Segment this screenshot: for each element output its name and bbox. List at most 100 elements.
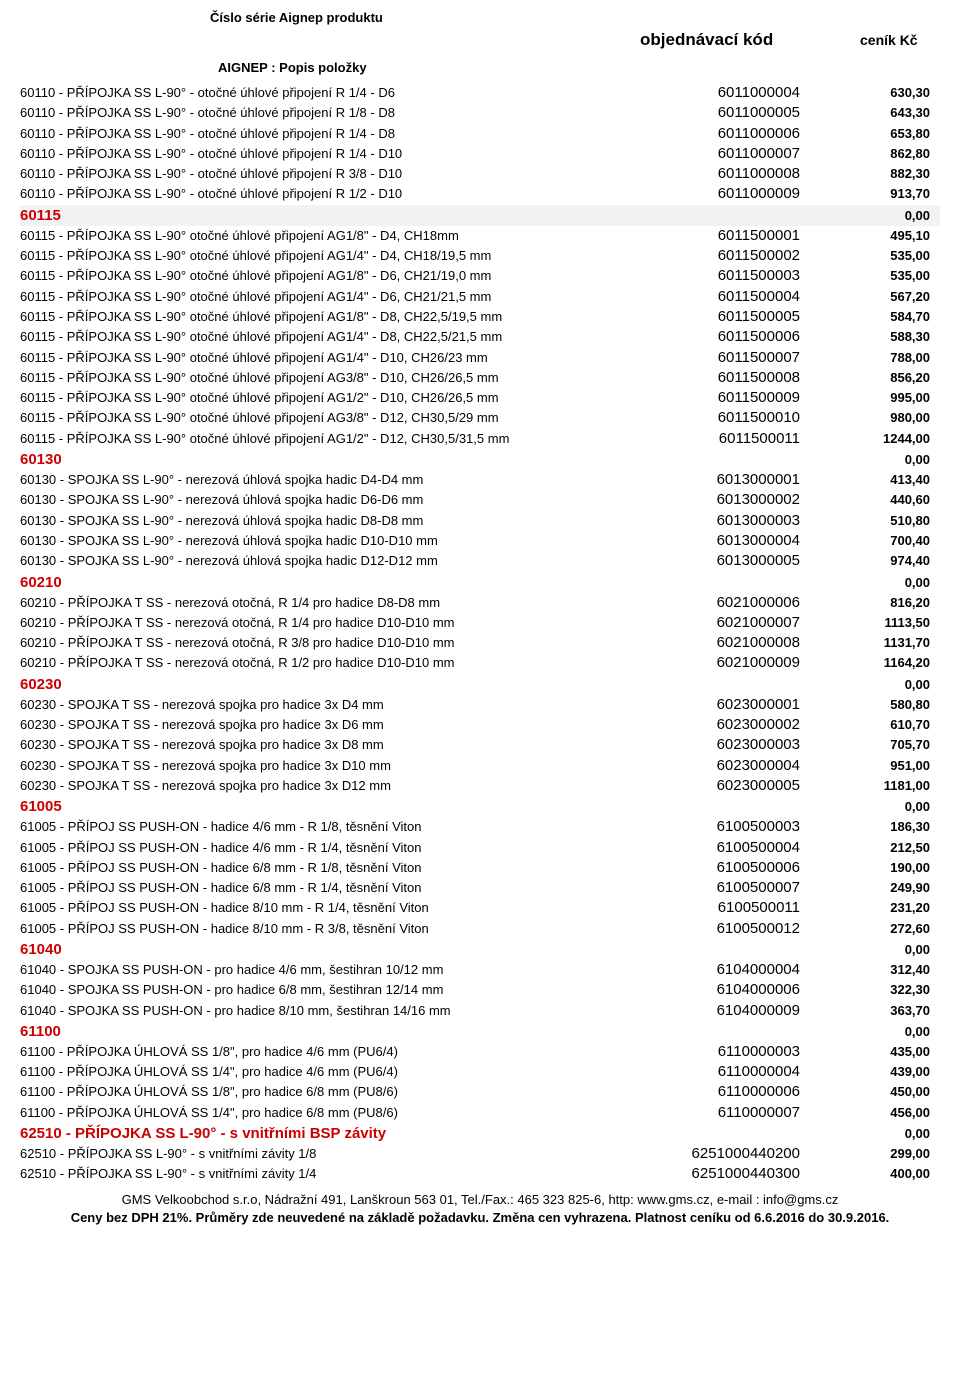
product-row: 60115 - PŘÍPOJKA SS L-90° otočné úhlové … xyxy=(20,429,940,449)
product-code: 6013000003 xyxy=(610,511,800,531)
product-row: 61005 - PŘÍPOJ SS PUSH-ON - hadice 8/10 … xyxy=(20,898,940,918)
product-row: 60115 - PŘÍPOJKA SS L-90° otočné úhlové … xyxy=(20,388,940,408)
product-row: 60115 - PŘÍPOJKA SS L-90° otočné úhlové … xyxy=(20,368,940,388)
product-code: 6011500007 xyxy=(610,348,800,368)
section-price: 0,00 xyxy=(820,796,930,817)
product-code: 6100500004 xyxy=(610,838,800,858)
product-row: 61100 - PŘÍPOJKA ÚHLOVÁ SS 1/4", pro had… xyxy=(20,1062,940,1082)
product-description: 61040 - SPOJKA SS PUSH-ON - pro hadice 4… xyxy=(20,960,443,980)
product-code: 6104000006 xyxy=(610,980,800,1000)
product-code: 6011000005 xyxy=(610,103,800,123)
product-price: 231,20 xyxy=(820,898,930,918)
product-description: 61040 - SPOJKA SS PUSH-ON - pro hadice 8… xyxy=(20,1001,451,1021)
product-description: 60130 - SPOJKA SS L-90° - nerezová úhlov… xyxy=(20,511,423,531)
product-code: 6251000440200 xyxy=(610,1144,800,1164)
product-description: 60115 - PŘÍPOJKA SS L-90° otočné úhlové … xyxy=(20,307,502,327)
product-code: 6011500006 xyxy=(610,327,800,347)
product-code: 6104000009 xyxy=(610,1001,800,1021)
product-code: 6023000001 xyxy=(610,695,800,715)
product-row: 61040 - SPOJKA SS PUSH-ON - pro hadice 6… xyxy=(20,980,940,1000)
product-code: 6013000005 xyxy=(610,551,800,571)
product-price: 212,50 xyxy=(820,838,930,858)
product-description: 61005 - PŘÍPOJ SS PUSH-ON - hadice 6/8 m… xyxy=(20,858,421,878)
product-description: 61100 - PŘÍPOJKA ÚHLOVÁ SS 1/4", pro had… xyxy=(20,1103,398,1123)
section-price: 0,00 xyxy=(820,674,930,695)
product-description: 60110 - PŘÍPOJKA SS L-90° - otočné úhlov… xyxy=(20,144,402,164)
product-price: 610,70 xyxy=(820,715,930,735)
product-code: 6021000009 xyxy=(610,653,800,673)
section-name: 60230 xyxy=(20,674,62,695)
product-row: 60115 - PŘÍPOJKA SS L-90° otočné úhlové … xyxy=(20,266,940,286)
product-price: 435,00 xyxy=(820,1042,930,1062)
product-price: 1113,50 xyxy=(820,613,930,633)
product-description: 60115 - PŘÍPOJKA SS L-90° otočné úhlové … xyxy=(20,266,491,286)
product-row: 60130 - SPOJKA SS L-90° - nerezová úhlov… xyxy=(20,531,940,551)
product-price: 788,00 xyxy=(820,348,930,368)
product-code: 6100500012 xyxy=(610,919,800,939)
product-price: 653,80 xyxy=(820,124,930,144)
product-code: 6011500002 xyxy=(610,246,800,266)
product-description: 60110 - PŘÍPOJKA SS L-90° - otočné úhlov… xyxy=(20,103,395,123)
section-header: 60230 0,00 xyxy=(20,674,940,695)
section-header: 601300,00 xyxy=(20,449,940,470)
product-row: 60115 - PŘÍPOJKA SS L-90° otočné úhlové … xyxy=(20,287,940,307)
product-description: 60210 - PŘÍPOJKA T SS - nerezová otočná,… xyxy=(20,653,455,673)
product-price: 190,00 xyxy=(820,858,930,878)
section-price: 0,00 xyxy=(820,572,930,593)
product-description: 60230 - SPOJKA T SS - nerezová spojka pr… xyxy=(20,715,384,735)
product-code: 6100500006 xyxy=(610,858,800,878)
product-row: 60110 - PŘÍPOJKA SS L-90° - otočné úhlov… xyxy=(20,164,940,184)
product-description: 60115 - PŘÍPOJKA SS L-90° otočné úhlové … xyxy=(20,368,499,388)
product-row: 60230 - SPOJKA T SS - nerezová spojka pr… xyxy=(20,776,940,796)
product-price: 951,00 xyxy=(820,756,930,776)
product-description: 61005 - PŘÍPOJ SS PUSH-ON - hadice 6/8 m… xyxy=(20,878,421,898)
product-price: 186,30 xyxy=(820,817,930,837)
product-row: 60230 - SPOJKA T SS - nerezová spojka pr… xyxy=(20,695,940,715)
product-row: 60130 - SPOJKA SS L-90° - nerezová úhlov… xyxy=(20,551,940,571)
product-row: 60110 - PŘÍPOJKA SS L-90° - otočné úhlov… xyxy=(20,124,940,144)
product-row: 60130 - SPOJKA SS L-90° - nerezová úhlov… xyxy=(20,470,940,490)
product-code: 6013000002 xyxy=(610,490,800,510)
product-row: 61005 - PŘÍPOJ SS PUSH-ON - hadice 6/8 m… xyxy=(20,878,940,898)
product-description: 61005 - PŘÍPOJ SS PUSH-ON - hadice 4/6 m… xyxy=(20,838,421,858)
product-row: 60130 - SPOJKA SS L-90° - nerezová úhlov… xyxy=(20,511,940,531)
product-description: 60110 - PŘÍPOJKA SS L-90° - otočné úhlov… xyxy=(20,164,402,184)
product-code: 6110000003 xyxy=(610,1042,800,1062)
header-order-code: objednávací kód xyxy=(640,30,773,50)
product-code: 6021000006 xyxy=(610,593,800,613)
product-row: 61005 - PŘÍPOJ SS PUSH-ON - hadice 4/6 m… xyxy=(20,817,940,837)
product-code: 6100500007 xyxy=(610,878,800,898)
section-header: 611000,00 xyxy=(20,1021,940,1042)
section-price: 0,00 xyxy=(820,449,930,470)
product-description: 60115 - PŘÍPOJKA SS L-90° otočné úhlové … xyxy=(20,388,499,408)
product-description: 60115 - PŘÍPOJKA SS L-90° otočné úhlové … xyxy=(20,408,499,428)
product-code: 6110000004 xyxy=(610,1062,800,1082)
product-description: 61100 - PŘÍPOJKA ÚHLOVÁ SS 1/4", pro had… xyxy=(20,1062,398,1082)
product-row: 60110 - PŘÍPOJKA SS L-90° - otočné úhlov… xyxy=(20,144,940,164)
product-price: 535,00 xyxy=(820,246,930,266)
product-code: 6021000008 xyxy=(610,633,800,653)
product-price: 980,00 xyxy=(820,408,930,428)
product-price: 816,20 xyxy=(820,593,930,613)
product-code: 6023000002 xyxy=(610,715,800,735)
product-row: 60115 - PŘÍPOJKA SS L-90° otočné úhlové … xyxy=(20,307,940,327)
product-row: 60210 - PŘÍPOJKA T SS - nerezová otočná,… xyxy=(20,613,940,633)
product-description: 61005 - PŘÍPOJ SS PUSH-ON - hadice 8/10 … xyxy=(20,919,429,939)
product-description: 60110 - PŘÍPOJKA SS L-90° - otočné úhlov… xyxy=(20,184,402,204)
product-price: 856,20 xyxy=(820,368,930,388)
product-code: 6011500010 xyxy=(610,408,800,428)
section-header: 602100,00 xyxy=(20,572,940,593)
product-row: 61040 - SPOJKA SS PUSH-ON - pro hadice 4… xyxy=(20,960,940,980)
product-price: 1181,00 xyxy=(820,776,930,796)
section-header: 610400,00 xyxy=(20,939,940,960)
product-price: 862,80 xyxy=(820,144,930,164)
product-description: 60210 - PŘÍPOJKA T SS - nerezová otočná,… xyxy=(20,613,455,633)
product-price: 456,00 xyxy=(820,1103,930,1123)
product-description: 60130 - SPOJKA SS L-90° - nerezová úhlov… xyxy=(20,551,438,571)
header-price-list: ceník Kč xyxy=(860,32,918,48)
product-price: 299,00 xyxy=(820,1144,930,1164)
product-row: 60115 - PŘÍPOJKA SS L-90° otočné úhlové … xyxy=(20,226,940,246)
product-row: 60110 - PŘÍPOJKA SS L-90° - otočné úhlov… xyxy=(20,184,940,204)
product-code: 6011000009 xyxy=(610,184,800,204)
product-row: 60130 - SPOJKA SS L-90° - nerezová úhlov… xyxy=(20,490,940,510)
